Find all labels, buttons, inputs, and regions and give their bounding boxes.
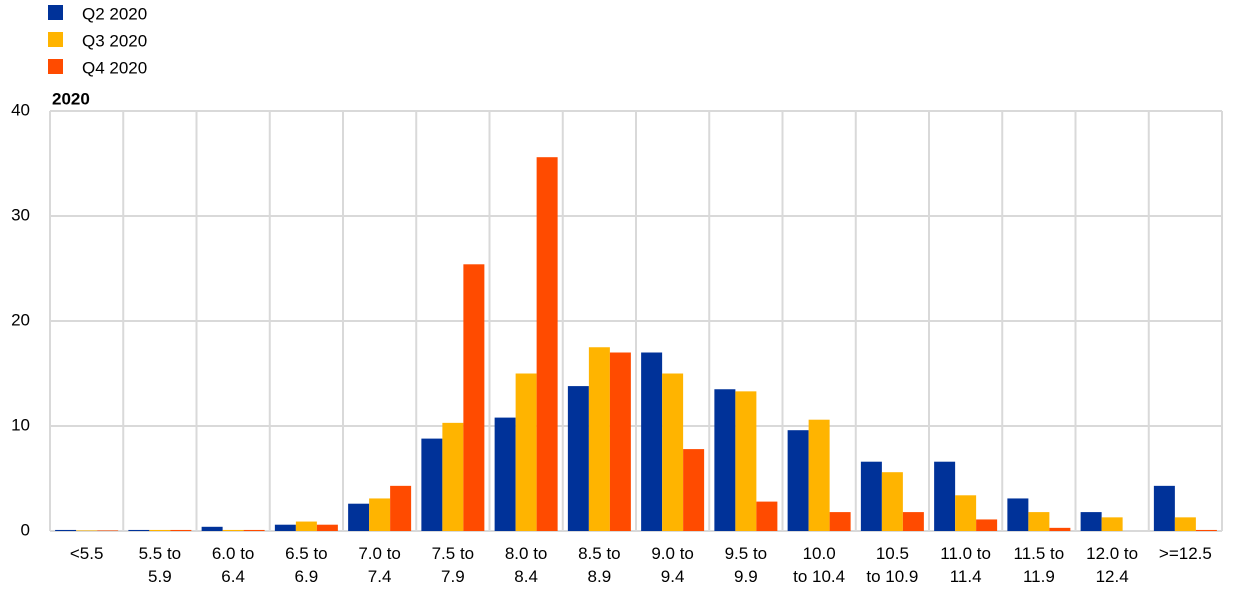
x-tick-label: 6.5 to 6.9 (285, 544, 328, 586)
x-tick-label: >=12.5 (1158, 544, 1212, 563)
bar (829, 512, 851, 531)
bar (421, 438, 443, 531)
legend-label: Q2 2020 (82, 4, 147, 23)
x-tick-label: 8.0 to 8.4 (504, 544, 548, 586)
bar (902, 512, 924, 531)
bar (567, 386, 589, 531)
bar (295, 521, 317, 531)
bar (369, 498, 391, 531)
bar (1028, 512, 1050, 531)
bar (274, 524, 296, 531)
bar (1080, 512, 1102, 531)
bar (1195, 529, 1217, 531)
bar (55, 529, 77, 531)
bar (463, 264, 485, 531)
bar (76, 530, 98, 531)
bar (1007, 498, 1029, 531)
y-tick-label: 30 (11, 205, 30, 224)
bar (609, 352, 631, 531)
bar (515, 373, 537, 531)
legend-swatch (48, 5, 63, 20)
y-tick-label: 10 (11, 415, 30, 434)
bar (536, 157, 558, 531)
bar (390, 485, 412, 531)
bar (1153, 485, 1175, 531)
x-tick-label: 10.5 to 10.9 (866, 544, 919, 586)
bar (735, 391, 757, 531)
bar (787, 430, 809, 531)
bar (348, 503, 370, 531)
chart-subtitle: 2020 (52, 89, 90, 108)
bar (170, 529, 192, 531)
x-tick-label: 9.0 to 9.4 (651, 544, 694, 586)
bar (808, 419, 830, 531)
bar (128, 529, 150, 531)
bar (683, 449, 705, 531)
y-tick-label: 20 (11, 310, 30, 329)
bar (881, 472, 903, 531)
y-tick-label: 40 (11, 100, 30, 119)
bar (222, 529, 244, 531)
x-tick-label: 7.5 to 7.9 (431, 544, 475, 586)
x-tick-label: 9.5 to 9.9 (724, 544, 768, 586)
bar (934, 461, 956, 531)
legend-swatch (48, 32, 63, 47)
bar (641, 352, 663, 531)
legend-label: Q4 2020 (82, 58, 147, 77)
bar (494, 417, 516, 531)
x-tick-label: 12.0 to 12.4 (1086, 544, 1139, 586)
bar (588, 347, 610, 531)
bar (1049, 527, 1071, 531)
x-tick-label: 6.0 to 6.4 (211, 544, 255, 586)
bar (756, 501, 778, 531)
bar (243, 529, 265, 531)
bar (860, 461, 882, 531)
x-tick-label: 10.0 to 10.4 (793, 544, 846, 586)
bar (316, 524, 338, 531)
bar (955, 495, 977, 531)
x-tick-label: 5.5 to 5.9 (138, 544, 182, 586)
x-tick-label: 11.5 to 11.9 (1013, 544, 1065, 586)
legend-label: Q3 2020 (82, 31, 147, 50)
legend-swatch (48, 59, 63, 74)
x-tick-label: <5.5 (69, 544, 104, 563)
bar (976, 519, 998, 531)
x-tick-label: 11.0 to 11.4 (940, 544, 991, 586)
bar (201, 526, 223, 531)
y-tick-label: 0 (21, 520, 30, 539)
bar (714, 389, 736, 531)
bar (1101, 517, 1123, 531)
x-tick-label: 8.5 to 8.9 (578, 544, 621, 586)
bar (97, 530, 119, 531)
bar (662, 373, 684, 531)
bar (442, 422, 464, 531)
x-tick-label: 7.0 to 7.4 (358, 544, 401, 586)
bar (1174, 517, 1196, 531)
bar (149, 529, 171, 531)
